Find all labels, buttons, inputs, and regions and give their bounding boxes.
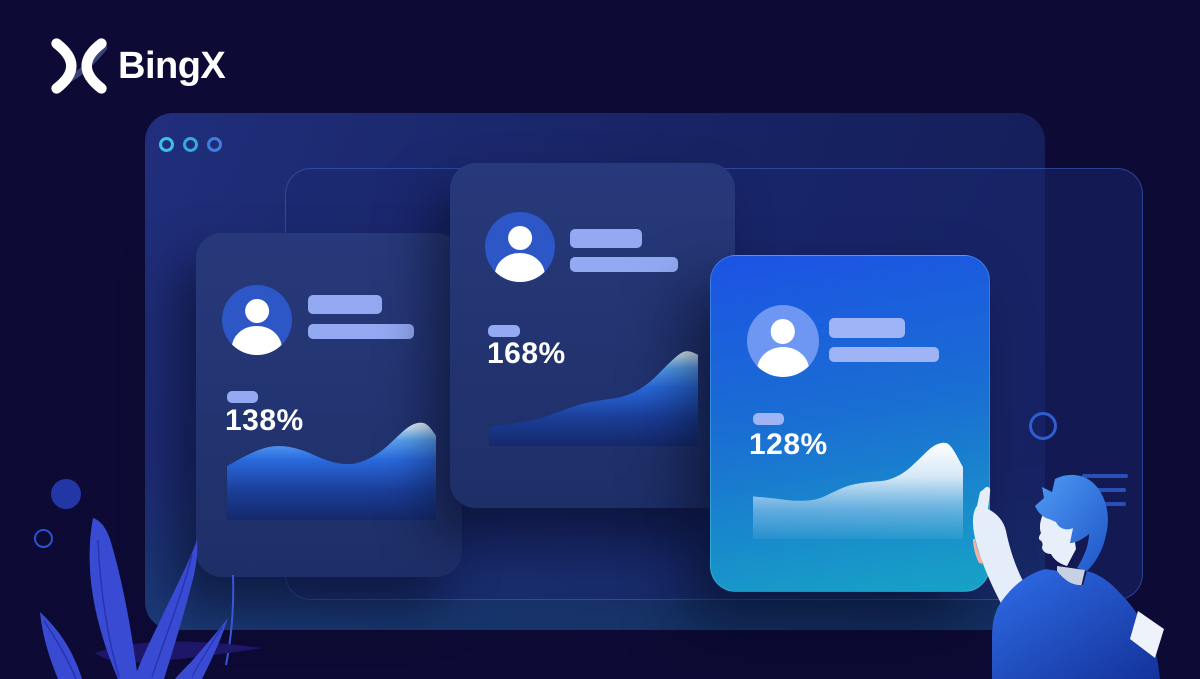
user-avatar-icon: [494, 252, 546, 282]
brand-name: BingX: [118, 44, 226, 87]
window-dot-icon[interactable]: [183, 137, 198, 152]
roi-percent: 138%: [225, 404, 304, 437]
trader-card-3[interactable]: 128%: [710, 255, 990, 592]
window-dot-icon[interactable]: [207, 137, 222, 152]
trader-card-1[interactable]: 138%: [196, 233, 462, 577]
decor-line: [1086, 488, 1126, 492]
placeholder-label-bar: [488, 325, 520, 337]
user-avatar-icon: [231, 325, 283, 355]
decor-ring-circle-large: [1029, 412, 1057, 440]
placeholder-name-bar: [570, 229, 642, 248]
placeholder-name-bar: [829, 318, 905, 338]
window-controls: [159, 137, 222, 152]
user-avatar: [747, 305, 819, 377]
plant-illustration-icon: [40, 518, 262, 679]
placeholder-info-bar: [570, 257, 678, 272]
decor-filled-circle: [51, 479, 81, 509]
decor-ring-circle-small: [34, 529, 53, 548]
brand-logo: BingX: [48, 38, 226, 94]
user-avatar-icon: [245, 299, 269, 323]
window-dot-icon[interactable]: [159, 137, 174, 152]
placeholder-label-bar: [227, 391, 258, 403]
roi-percent: 128%: [749, 428, 828, 461]
decor-menu-lines: [1082, 474, 1128, 516]
sparkline-chart: [753, 442, 963, 539]
person-pointing-illustration-icon: [973, 474, 1164, 679]
sparkline-chart: [489, 351, 698, 446]
decor-line: [1082, 474, 1128, 478]
placeholder-label-bar: [753, 413, 784, 425]
roi-percent: 168%: [487, 337, 566, 370]
sparkline-chart: [227, 422, 436, 520]
user-avatar: [485, 212, 555, 282]
user-avatar-icon: [770, 319, 796, 344]
user-avatar: [222, 285, 292, 355]
user-avatar-icon: [508, 226, 532, 250]
placeholder-name-bar: [308, 295, 382, 314]
placeholder-info-bar: [308, 324, 414, 339]
bingx-logo-mark-icon: [51, 38, 108, 94]
placeholder-info-bar: [829, 347, 939, 362]
user-avatar-icon: [757, 346, 809, 377]
decor-line: [1086, 502, 1126, 506]
trader-card-2[interactable]: 168%: [450, 163, 735, 508]
